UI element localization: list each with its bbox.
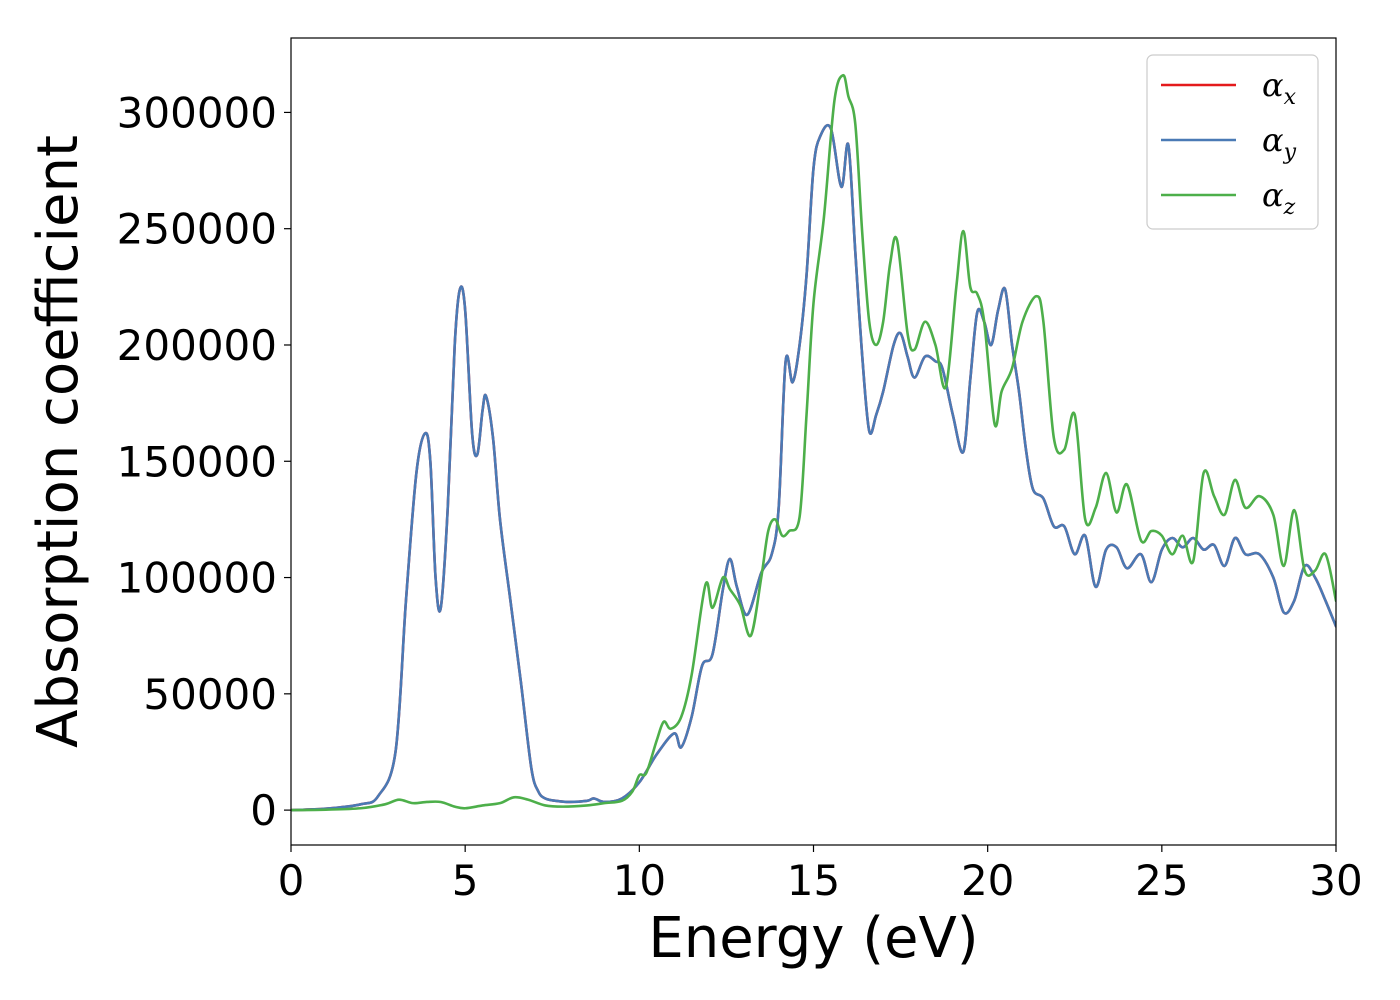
y-tick-label: 50000 [143, 670, 277, 719]
legend-box [1146, 54, 1319, 230]
x-tick-label: 30 [1309, 856, 1362, 905]
x-axis-ticks: 0 5 10 15 20 25 30 [278, 845, 1363, 905]
x-axis-label: Energy (eV) [648, 906, 978, 971]
y-tick-label: 100000 [117, 554, 277, 603]
y-tick-label: 0 [250, 786, 277, 835]
y-tick-label: 250000 [117, 205, 277, 254]
x-tick-label: 15 [787, 856, 840, 905]
y-tick-label: 200000 [117, 321, 277, 370]
series-layer [291, 73, 1336, 812]
x-tick-label: 25 [1135, 856, 1188, 905]
x-tick-label: 20 [961, 856, 1014, 905]
y-axis-label: Absorption coefficient [26, 135, 91, 748]
y-tick-label: 150000 [117, 437, 277, 486]
series-line-alpha-y [291, 123, 1336, 812]
y-axis-ticks: 0 50000 100000 150000 200000 250000 300000 [117, 88, 291, 835]
x-tick-label: 0 [278, 856, 305, 905]
x-tick-label: 5 [452, 856, 479, 905]
series-line-alpha-z [291, 73, 1336, 812]
y-tick-label: 300000 [117, 88, 277, 137]
x-tick-label: 10 [613, 856, 666, 905]
